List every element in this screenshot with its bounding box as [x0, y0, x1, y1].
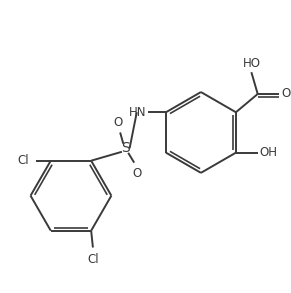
Text: HN: HN [129, 106, 147, 119]
Text: S: S [121, 141, 130, 155]
Text: Cl: Cl [17, 154, 29, 167]
Text: HO: HO [242, 57, 260, 70]
Text: Cl: Cl [87, 253, 99, 266]
Text: OH: OH [259, 146, 277, 159]
Text: O: O [113, 115, 122, 129]
Text: O: O [132, 166, 141, 180]
Text: O: O [281, 88, 290, 100]
